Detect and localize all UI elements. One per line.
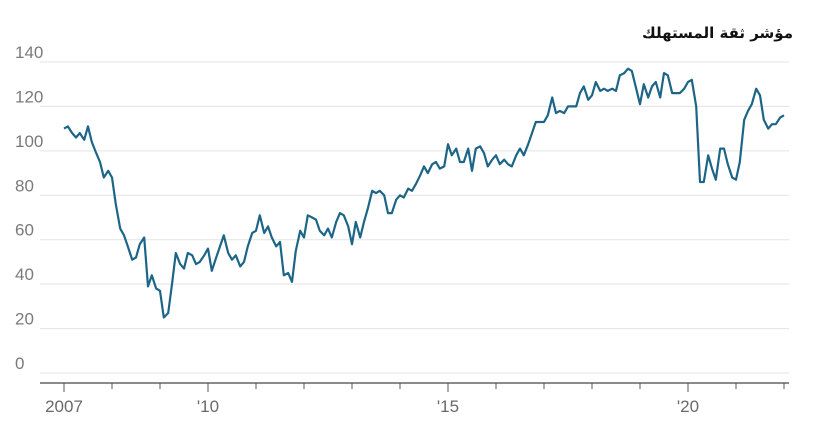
y-tick-label: 100 (15, 132, 43, 151)
y-tick-label: 140 (15, 43, 43, 62)
x-tick-label: '10 (197, 397, 219, 416)
y-tick-label: 60 (15, 221, 34, 240)
y-tick-label: 40 (15, 265, 34, 284)
gridlines (40, 61, 789, 374)
x-axis-ticks: 2007 '10 '15 '20 (45, 397, 699, 416)
y-tick-label: 20 (15, 310, 34, 329)
chart-title: مؤشر ثقة المستهلك (642, 24, 793, 42)
x-tick-label: 2007 (45, 397, 83, 416)
y-tick-label: 80 (15, 176, 34, 195)
x-tick-label: '15 (437, 397, 459, 416)
x-tick-label: '20 (677, 397, 699, 416)
series-layer (63, 67, 785, 319)
y-tick-label: 0 (15, 354, 24, 373)
y-tick-label: 120 (15, 87, 43, 106)
x-axis (40, 382, 789, 392)
y-axis-ticks: 0 20 40 60 80 100 120 140 (15, 43, 43, 373)
series-line (63, 67, 785, 319)
